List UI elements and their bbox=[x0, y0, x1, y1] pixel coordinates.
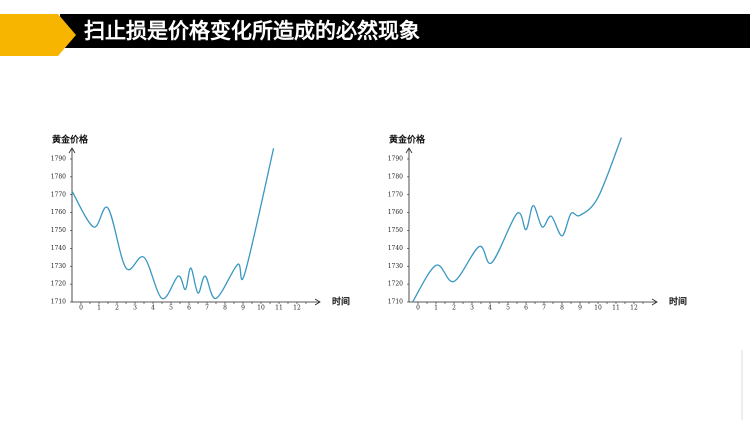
y-tick-label: 1720 bbox=[51, 281, 66, 288]
x-tick-label: 7 bbox=[542, 305, 546, 312]
y-tick-label: 1750 bbox=[388, 227, 403, 234]
x-tick-label: 11 bbox=[275, 305, 283, 312]
x-tick-label: 8 bbox=[223, 305, 227, 312]
y-tick-label: 1720 bbox=[388, 281, 403, 288]
x-tick-label: 10 bbox=[257, 305, 265, 312]
y-tick-label: 1790 bbox=[51, 156, 66, 163]
x-tick-label: 4 bbox=[151, 305, 155, 312]
y-tick-label: 1770 bbox=[51, 191, 66, 198]
y-tick-label: 1730 bbox=[388, 263, 403, 270]
x-tick-label: 8 bbox=[560, 305, 564, 312]
y-tick-label: 1710 bbox=[51, 299, 66, 306]
x-arrow bbox=[314, 298, 321, 306]
y-arrow bbox=[405, 147, 413, 154]
x-tick-label: 0 bbox=[79, 305, 83, 312]
slide-title: 扫止损是价格变化所造成的必然现象 bbox=[84, 19, 420, 43]
x-tick-label: 3 bbox=[133, 305, 137, 312]
x-arrow bbox=[651, 298, 658, 306]
x-tick-label: 11 bbox=[612, 305, 620, 312]
y-tick-label: 1760 bbox=[388, 209, 403, 216]
y-tick-label: 1780 bbox=[388, 173, 403, 180]
price-line bbox=[412, 137, 623, 303]
x-tick-label: 10 bbox=[594, 305, 602, 312]
x-axis-label: 时间 bbox=[669, 296, 687, 308]
x-tick-label: 12 bbox=[293, 305, 301, 312]
x-tick-label: 1 bbox=[97, 305, 101, 312]
y-tick-label: 1790 bbox=[388, 156, 403, 163]
x-tick-label: 0 bbox=[416, 305, 420, 312]
x-tick-label: 6 bbox=[187, 305, 191, 312]
y-tick-label: 1780 bbox=[51, 173, 66, 180]
title-accent bbox=[0, 14, 76, 56]
price-line bbox=[71, 148, 275, 300]
x-tick-label: 12 bbox=[630, 305, 638, 312]
x-tick-label: 1 bbox=[434, 305, 438, 312]
y-axis-label: 黄金价格 bbox=[389, 134, 426, 146]
x-tick-label: 9 bbox=[241, 305, 245, 312]
y-tick-label: 1740 bbox=[388, 245, 403, 252]
x-tick-label: 4 bbox=[488, 305, 492, 312]
x-tick-label: 6 bbox=[524, 305, 528, 312]
x-tick-label: 5 bbox=[506, 305, 510, 312]
y-arrow bbox=[68, 147, 76, 154]
x-tick-label: 3 bbox=[470, 305, 474, 312]
y-tick-label: 1770 bbox=[388, 191, 403, 198]
y-tick-label: 1740 bbox=[51, 245, 66, 252]
y-axis-label: 黄金价格 bbox=[52, 134, 89, 146]
x-tick-label: 5 bbox=[169, 305, 173, 312]
x-tick-label: 9 bbox=[578, 305, 582, 312]
y-tick-label: 1710 bbox=[388, 299, 403, 306]
title-bar bbox=[60, 14, 750, 48]
y-tick-label: 1730 bbox=[51, 263, 66, 270]
x-tick-label: 7 bbox=[205, 305, 209, 312]
y-tick-label: 1760 bbox=[51, 209, 66, 216]
y-tick-label: 1750 bbox=[51, 227, 66, 234]
x-axis-label: 时间 bbox=[332, 296, 350, 308]
x-tick-label: 2 bbox=[115, 305, 119, 312]
x-tick-label: 2 bbox=[452, 305, 456, 312]
